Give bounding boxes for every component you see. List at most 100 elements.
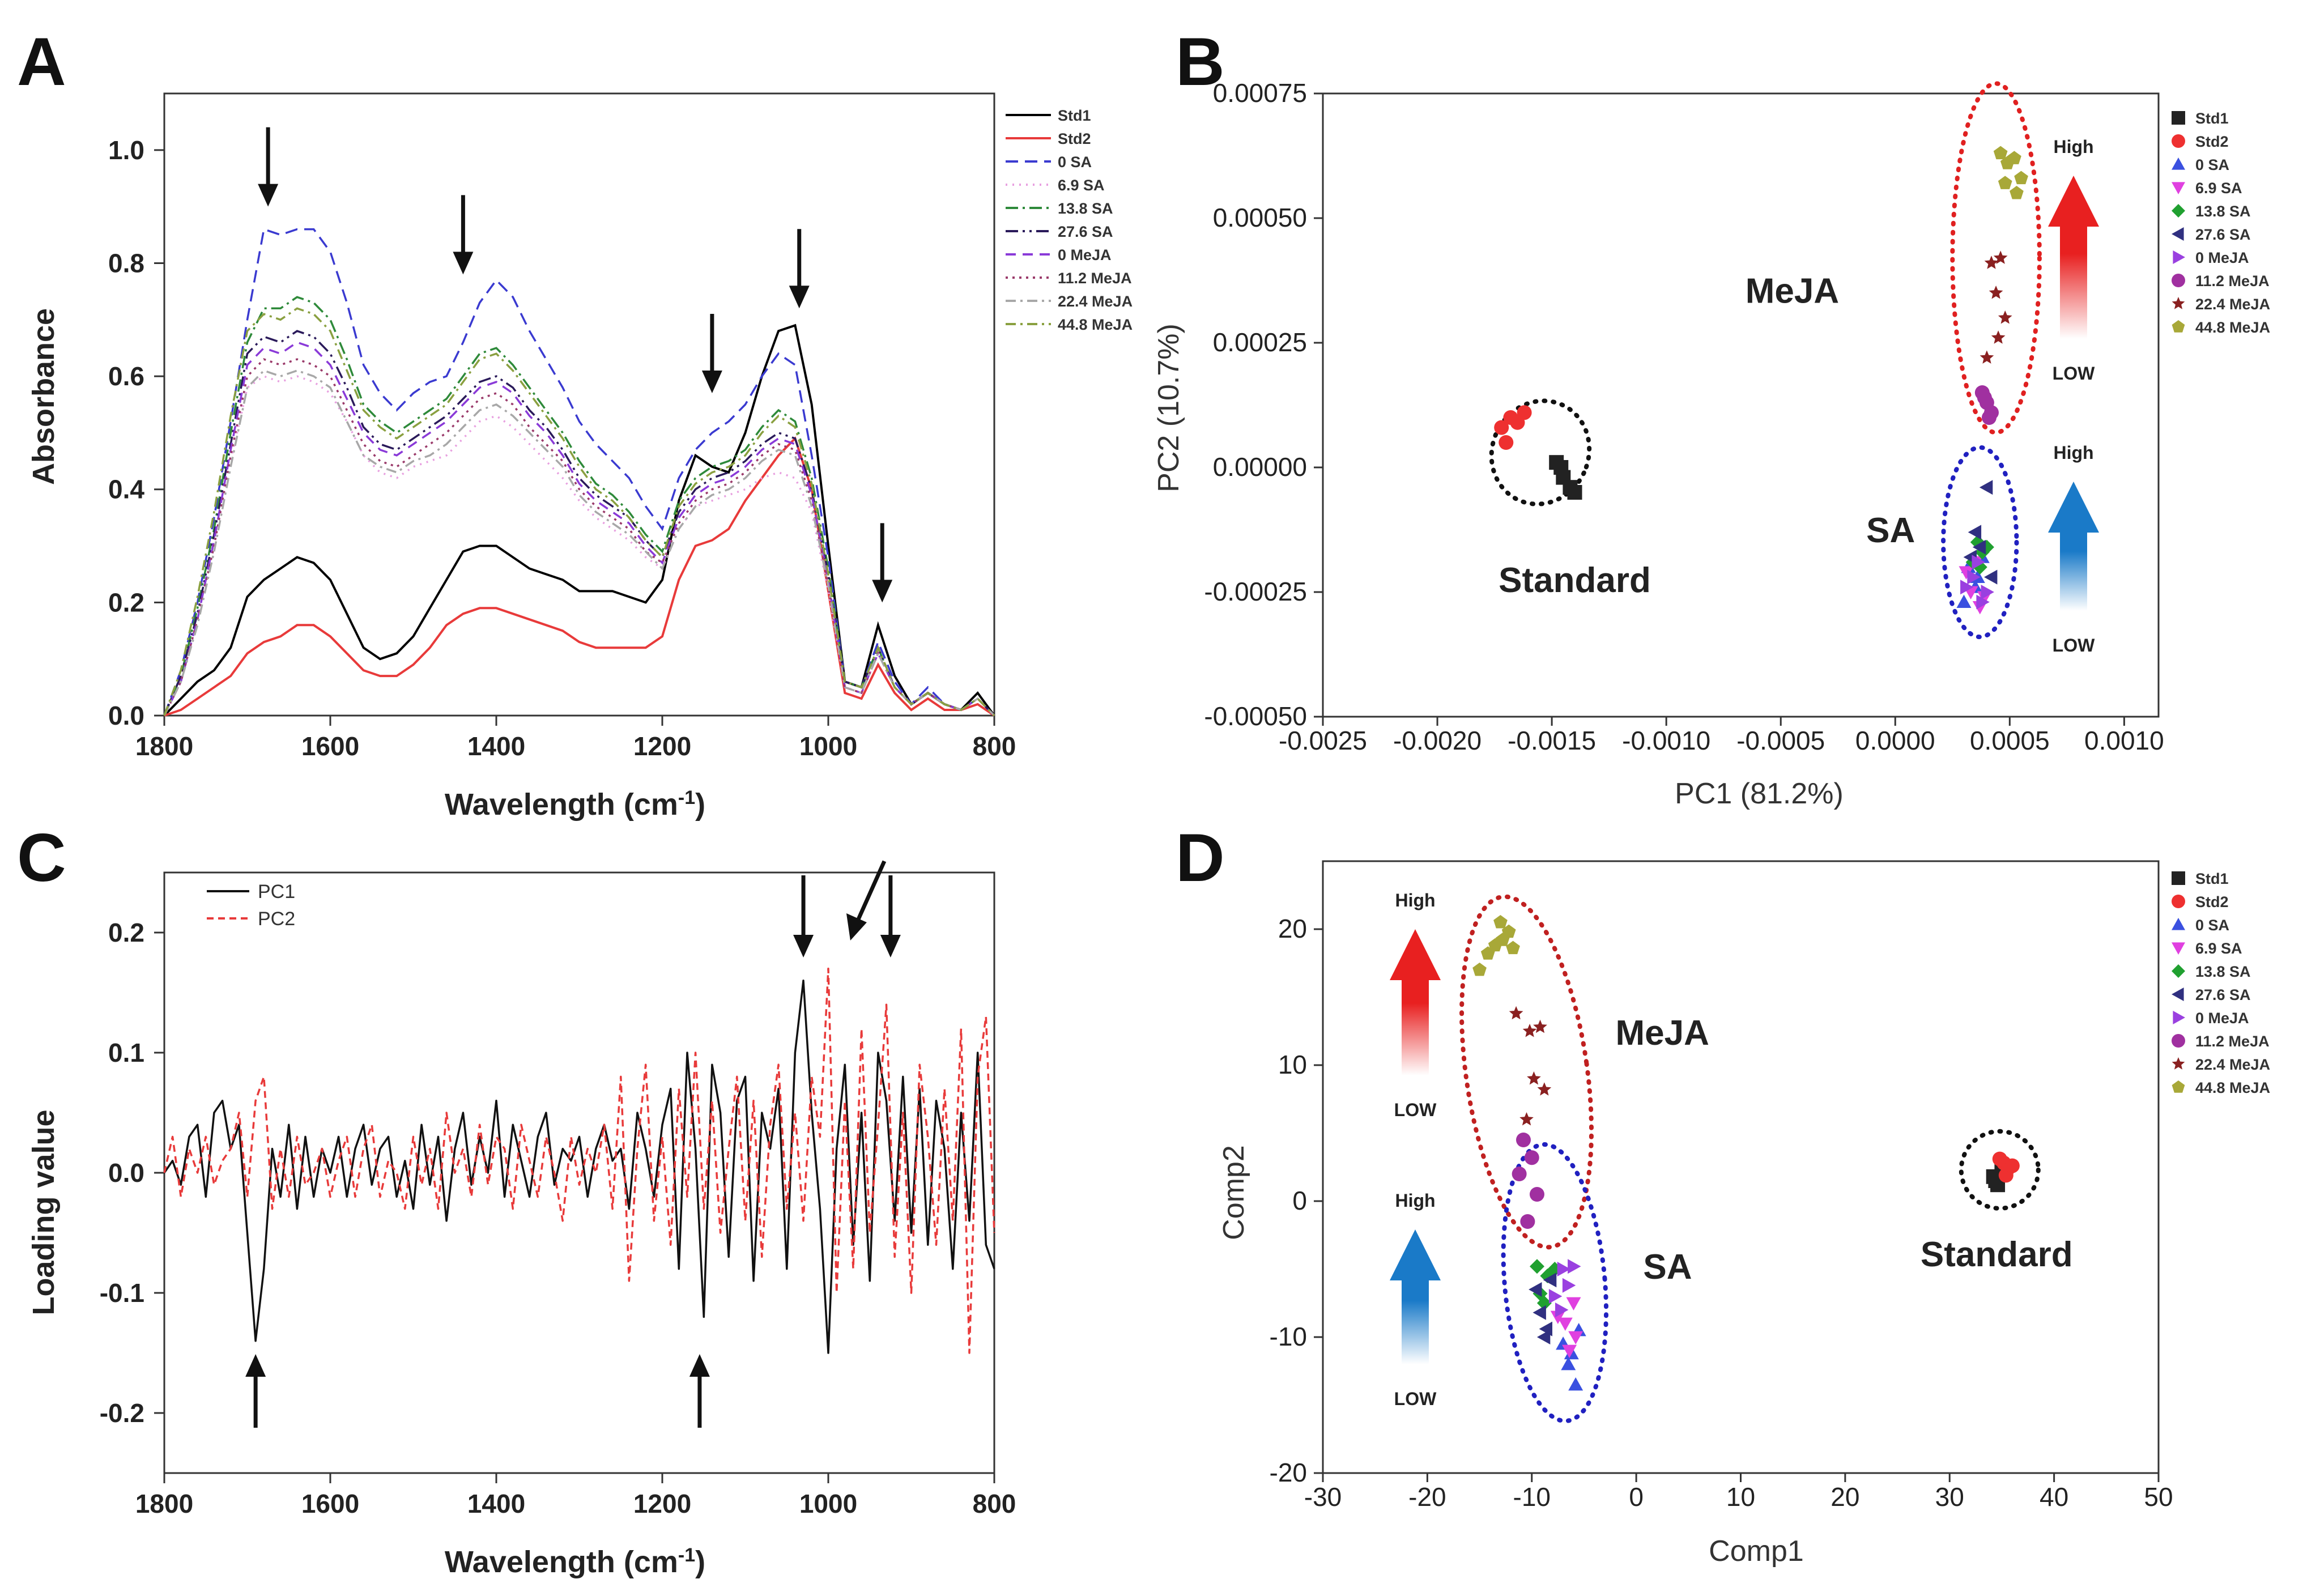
panel-d-gradient-arrow-low: LOW (1394, 1100, 1437, 1120)
panel-d-legend-label: Std2 (2195, 893, 2229, 910)
panel-b-group-ellipse (1941, 445, 2019, 640)
panel-b-point-std2 (1494, 420, 1509, 435)
panel-c-ytick-label: -0.1 (100, 1278, 144, 1308)
panel-b-legend-marker (2172, 227, 2184, 241)
panel-c-arrow-down-head (880, 935, 901, 957)
panel-b-ytick-label: 0.00075 (1213, 78, 1307, 108)
panel-d-point-0-meja (1568, 1259, 1581, 1274)
panel-a-ytick-label: 0.4 (108, 475, 144, 504)
panel-b-group-label: SA (1866, 511, 1915, 550)
panel-a-arrow-down-head (453, 252, 474, 275)
panel-b-legend-label: 6.9 SA (2195, 180, 2242, 197)
panel-d-xtick-label: 20 (1831, 1482, 1859, 1512)
panel-c-arrow-up-head (245, 1354, 266, 1377)
panel-b-xtick-label: -0.0005 (1736, 726, 1825, 755)
panel-a-ylabel: Absorbance (27, 308, 61, 485)
panel-a-series-13-8-sa (163, 296, 995, 717)
panel-c-ytick-label: 0.0 (108, 1158, 144, 1188)
panel-d-legend-label: 44.8 MeJA (2195, 1079, 2270, 1096)
panel-d-point-11-2-meja (1524, 1150, 1539, 1165)
panel-d-legend-marker (2172, 988, 2184, 1001)
panel-b-point-44-8-meja (2007, 151, 2021, 164)
panel-d-gradient-arrow-head (1390, 1229, 1441, 1280)
panel-a-ytick-label: 1.0 (108, 135, 144, 165)
panel-b-ytick-label: 0.00050 (1213, 203, 1307, 232)
panel-d-xtick-label: -20 (1408, 1482, 1446, 1512)
panel-d-point-44-8-meja (1472, 963, 1487, 976)
panel-b-legend-label: Std2 (2195, 133, 2229, 150)
panel-a-legend-label: 0 SA (1058, 154, 1092, 171)
panel-b-group-ellipse (1950, 81, 2042, 435)
panel-d-point-22-4-meja (1519, 1112, 1534, 1126)
panel-a-legend-label: 6.9 SA (1058, 177, 1105, 194)
panel-b-point-22-4-meja (1984, 256, 1999, 269)
panel-a-plot: 1800 1600 1400 1200 1000 800 0.0 0.2 0.4 0.6 0.8 1.… (108, 92, 1133, 761)
panel-d-point-0-sa (1561, 1357, 1576, 1371)
panel-c-xtick-label: 1000 (799, 1489, 857, 1518)
panel-c-arrow-diagonal-head (846, 913, 867, 940)
panel-b-legend-marker (2172, 111, 2185, 125)
panel-d-legend-label: 11.2 MeJA (2195, 1033, 2270, 1050)
panel-b-point-6-9-sa (1959, 566, 1974, 580)
panel-b-point-27-6-sa (1979, 480, 1993, 495)
panel-a-xtick-label: 1200 (633, 731, 691, 761)
panel-c-legend-label: PC2 (258, 908, 295, 930)
panel-b-point-0-meja (1981, 585, 1994, 599)
panel-b-xtick-label: 0.0005 (1970, 726, 2050, 755)
panel-d-ytick-label: 0 (1292, 1186, 1307, 1215)
panel-c-legend-label: PC1 (258, 881, 295, 903)
panel-d-legend-label: 27.6 SA (2195, 986, 2251, 1003)
panel-b-legend-label: 27.6 SA (2195, 226, 2251, 243)
panel-b-xlabel: PC1 (81.2%) (1675, 777, 1844, 810)
panel-d-point-44-8-meja (1506, 940, 1520, 955)
panel-d-plot: -30 -20 -10 0 10 20 30 40 50-20-1001020StandardM… (1270, 860, 2270, 1512)
panel-a-legend-label: Std2 (1058, 130, 1091, 147)
panel-b-point-11-2-meja (1977, 390, 1992, 405)
panel-b: B -0.0025 -0.0020 -0.0015 -0.0010 -0.0005 0.0… (1152, 24, 2270, 810)
panel-c-arrow-diagonal (846, 860, 887, 940)
panel-b-xtick-label: -0.0020 (1393, 726, 1482, 755)
panel-letter-a: A (17, 24, 66, 100)
panel-b-point-0-sa (1956, 594, 1972, 608)
panel-d-gradient-arrow-high: High (1395, 890, 1435, 910)
panel-d-point-13-8-sa (1530, 1259, 1544, 1274)
panel-a-legend-label: 13.8 SA (1058, 200, 1113, 217)
panel-c-series-pc1 (163, 980, 995, 1354)
panel-c-xlabel: Wavelength (cm-1) (445, 1544, 705, 1579)
panel-a-frame (163, 92, 995, 717)
panel-b-gradient-arrow-low: LOW (2053, 635, 2095, 656)
panel-d-point-11-2-meja (1512, 1167, 1527, 1181)
panel-c-xtick-label: 1400 (467, 1489, 525, 1518)
panel-c-arrow-down-head (793, 935, 814, 957)
panel-d-point-27-6-sa (1543, 1272, 1557, 1288)
panel-d-group-ellipse (1459, 894, 1594, 1250)
panel-d-xtick-label: 0 (1629, 1482, 1644, 1512)
panel-c-plot: 1800 1600 1400 1200 1000 800 -0.2 -0.1 0.0 0.1 0.2… (100, 860, 1016, 1518)
panel-d-gradient-arrow-body (1402, 979, 1429, 1075)
panel-b-gradient-arrow-low: LOW (2053, 363, 2095, 384)
panel-b-point-22-4-meja (1993, 250, 2008, 264)
panel-d-gradient-arrow: High LOW (1390, 1190, 1441, 1409)
panel-d-legend-label: 6.9 SA (2195, 940, 2242, 957)
panel-b-point-11-2-meja (1981, 410, 1996, 425)
panel-d-point-11-2-meja (1516, 1133, 1531, 1147)
panel-a-arrow-down (789, 229, 810, 309)
panel-b-legend-marker (2172, 134, 2185, 148)
panel-d-legend-label: 0 MeJA (2195, 1010, 2249, 1027)
panel-c-series-pc2 (163, 967, 995, 1354)
panel-d-group-ellipse (1501, 1142, 1609, 1423)
panel-b-gradient-arrow-head (2048, 176, 2099, 227)
panel-b-point-std2 (1499, 435, 1514, 450)
panel-c: C 1800 1600 1400 1200 1000 800 -0.2 -0.1 0.0 0.1 0… (17, 820, 1016, 1579)
panel-a-series-0-meja (163, 341, 995, 717)
panel-b-point-0-meja (1976, 594, 1990, 610)
panel-b-gradient-arrow-high: High (2053, 137, 2093, 157)
panel-d-point-0-meja (1548, 1289, 1563, 1304)
panel-d-gradient-arrow-head (1390, 929, 1441, 980)
panel-d-point-27-6-sa (1536, 1330, 1551, 1344)
panel-d-point-22-4-meja (1509, 1006, 1523, 1020)
panel-a-arrow-down (453, 195, 474, 275)
panel-d-point-0-meja (1555, 1303, 1569, 1317)
panel-b-legend-marker (2173, 250, 2185, 264)
panel-c-ytick-label: -0.2 (100, 1398, 144, 1428)
